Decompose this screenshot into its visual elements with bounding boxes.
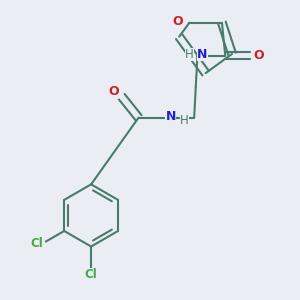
Text: O: O xyxy=(108,85,119,98)
Text: N: N xyxy=(165,110,176,123)
Text: H: H xyxy=(180,115,189,128)
Text: O: O xyxy=(172,15,183,28)
Text: O: O xyxy=(254,49,264,62)
Text: N: N xyxy=(197,48,208,61)
Text: Cl: Cl xyxy=(85,268,98,281)
Text: Cl: Cl xyxy=(30,237,43,250)
Text: H: H xyxy=(185,48,194,61)
